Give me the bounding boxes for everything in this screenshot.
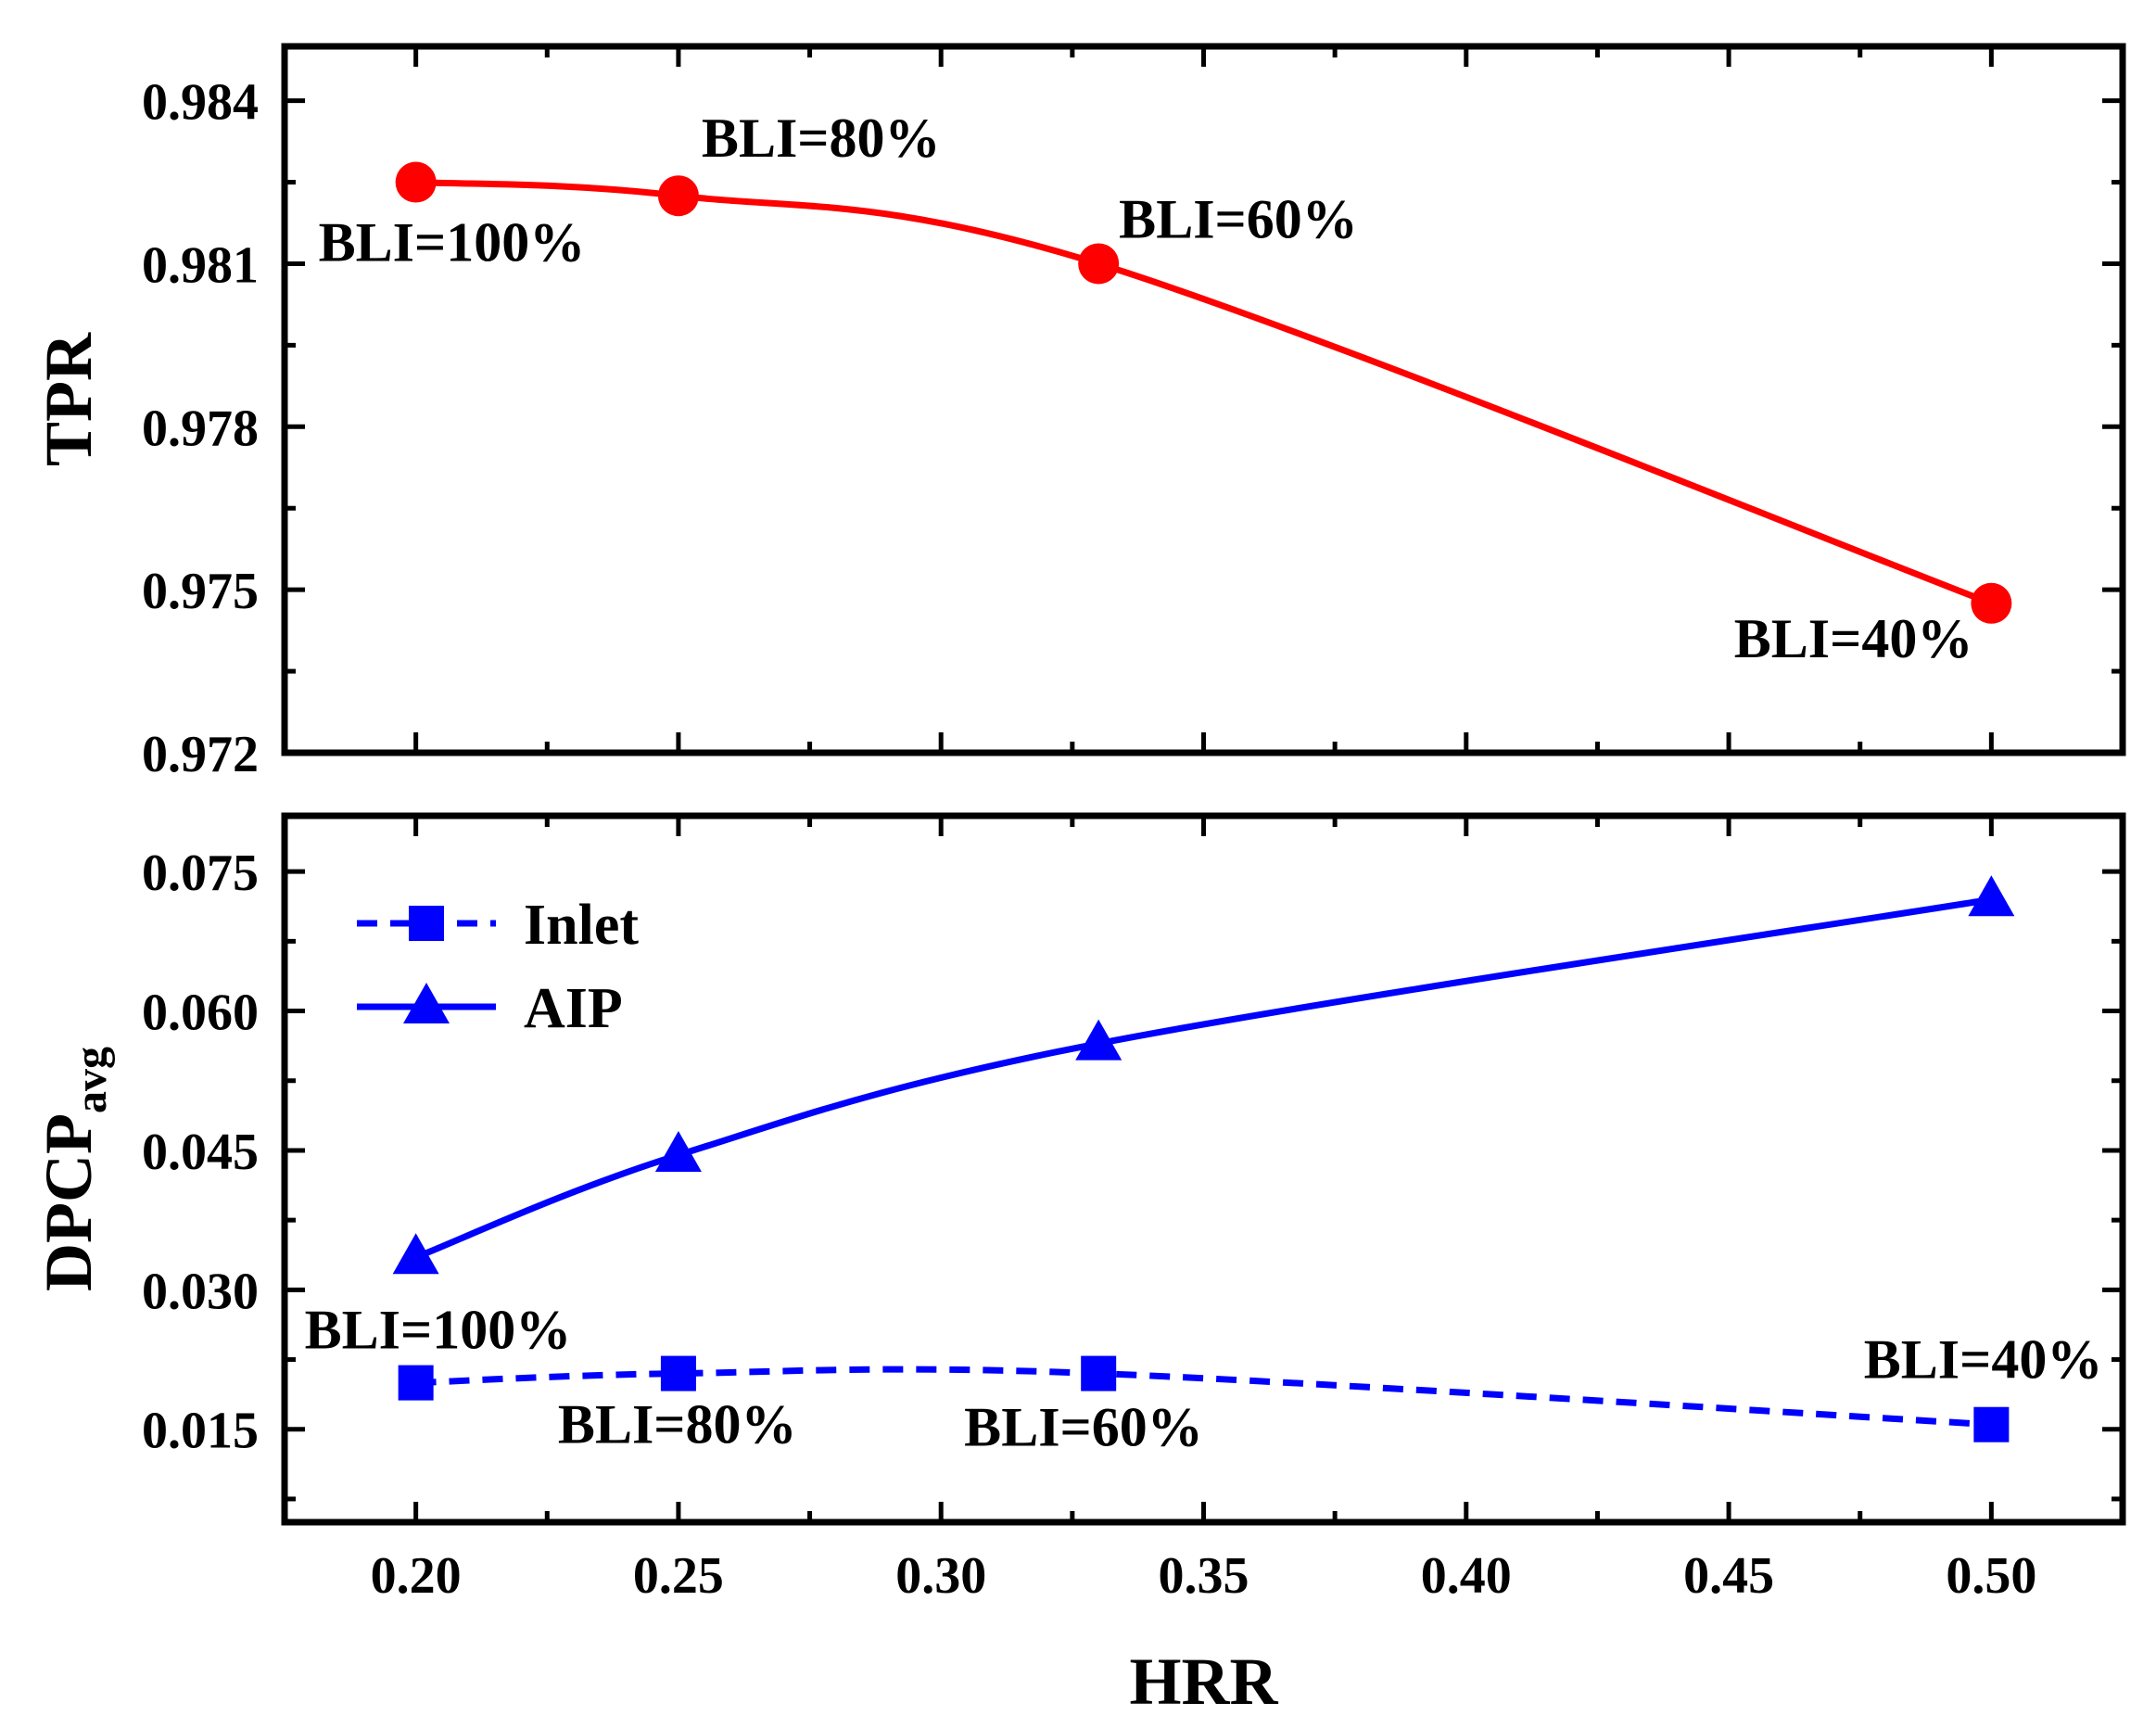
dpcp-point-label: BLI=60%	[964, 1397, 1203, 1458]
tpr-point-label: BLI=60%	[1119, 188, 1358, 249]
aip-data-point	[1968, 875, 2015, 917]
legend-aip-label: AIP	[524, 977, 623, 1040]
legend: Inlet AIP	[357, 894, 639, 1040]
x-tick-label: 0.20	[371, 1547, 462, 1605]
x-tick-label: 0.30	[895, 1547, 986, 1605]
tpr-y-tick-label: 0.978	[142, 400, 259, 457]
tpr-y-axis-title: TPR	[32, 332, 106, 466]
x-tick-label: 0.25	[633, 1547, 724, 1605]
x-axis-title: HRR	[1130, 1645, 1279, 1719]
dpcp-y-tick-label: 0.030	[142, 1263, 259, 1320]
aip-data-point	[654, 1130, 702, 1172]
x-tick-label: 0.45	[1683, 1547, 1774, 1605]
dpcp-y-axis-title-main: DPCP	[32, 1113, 106, 1291]
tpr-markers	[395, 161, 2012, 624]
aip-markers	[392, 875, 2015, 1275]
tpr-y-tick-label: 0.984	[142, 74, 259, 132]
tpr-data-point	[1971, 582, 2012, 624]
legend-aip-marker	[403, 983, 450, 1023]
aip-line	[414, 896, 1992, 1261]
tpr-line	[415, 179, 1993, 607]
tpr-y-tick-labels: 0.972 0.975 0.978 0.981 0.984	[142, 74, 259, 783]
inlet-data-point	[660, 1355, 696, 1391]
tpr-data-point	[395, 161, 437, 203]
inlet-data-point	[398, 1365, 434, 1401]
aip-data-point	[1075, 1019, 1122, 1061]
dpcp-y-tick-label: 0.060	[142, 985, 259, 1042]
x-tick-label: 0.50	[1946, 1547, 2036, 1605]
tpr-axis-ticks	[285, 46, 2123, 756]
dpcp-y-tick-labels: 0.015 0.030 0.045 0.060 0.075	[142, 845, 259, 1460]
inlet-data-point	[1973, 1406, 2010, 1442]
dpcp-plot-frame	[281, 812, 2126, 1526]
inlet-data-point	[1081, 1355, 1117, 1391]
dpcp-point-label: BLI=40%	[1864, 1329, 2103, 1391]
dpcp-y-axis-title-subscript: avg	[67, 1047, 116, 1113]
tpr-panel: 0.972 0.975 0.978 0.981 0.984 BLI=100% BLI=80…	[32, 43, 2126, 783]
dpcp-point-label: BLI=80%	[558, 1394, 797, 1455]
tpr-annotations: BLI=100% BLI=80% BLI=60% BLI=40%	[319, 108, 1973, 669]
tpr-point-label: BLI=100%	[319, 212, 586, 273]
dpcp-y-tick-label: 0.015	[142, 1403, 259, 1460]
x-tick-label: 0.35	[1159, 1547, 1249, 1605]
legend-inlet-marker	[409, 906, 444, 941]
tpr-y-tick-label: 0.981	[142, 236, 259, 294]
dpcp-y-tick-label: 0.045	[142, 1124, 259, 1181]
aip-data-point	[392, 1233, 439, 1275]
x-tick-label: 0.40	[1421, 1547, 1512, 1605]
tpr-data-point	[1078, 243, 1120, 285]
dpcp-y-axis-title: DPCPavg	[32, 1047, 116, 1291]
inlet-markers	[398, 1355, 2010, 1442]
tpr-point-label: BLI=40%	[1734, 608, 1973, 669]
tpr-y-tick-label: 0.975	[142, 563, 259, 620]
dpcp-point-label: BLI=100%	[305, 1300, 572, 1361]
tpr-data-point	[657, 175, 699, 217]
tpr-plot-frame	[281, 43, 2126, 756]
legend-inlet-label: Inlet	[524, 894, 639, 957]
dpcp-annotations: BLI=100% BLI=80% BLI=60% BLI=40%	[305, 1300, 2103, 1458]
tpr-y-tick-label: 0.972	[142, 726, 259, 783]
tpr-point-label: BLI=80%	[702, 108, 941, 169]
hrr-x-tick-labels: 0.20 0.25 0.30 0.35 0.40 0.45 0.50	[371, 1547, 2037, 1605]
dpcp-y-tick-label: 0.075	[142, 845, 259, 902]
